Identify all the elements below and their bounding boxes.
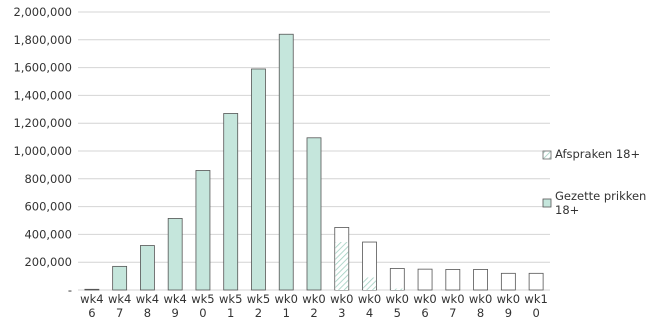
bar-afspraken [473, 269, 488, 291]
x-tick-label: 8 [144, 306, 151, 320]
bar-afspraken [417, 268, 433, 291]
bar-gezette [223, 113, 239, 291]
bar-gezette-hatched [390, 288, 404, 290]
y-tick-label: 1,600,000 [13, 61, 72, 75]
legend-label-afspraken: Afspraken 18+ [555, 147, 640, 161]
x-tick-label: wk4 [80, 292, 103, 306]
x-tick-label: wk0 [275, 292, 298, 306]
bar-afspraken [528, 272, 544, 291]
x-tick-label: 2 [255, 306, 262, 320]
x-axis-ticks: wk46wk47wk48wk49wk50wk51wk52wk01wk02wk03… [80, 292, 548, 320]
bars [84, 33, 544, 291]
x-tick-label: wk0 [413, 292, 436, 306]
y-tick-label: 400,000 [24, 227, 72, 241]
x-tick-label: 3 [338, 306, 345, 320]
y-tick-label: 1,400,000 [13, 88, 72, 102]
x-tick-label: 5 [394, 306, 401, 320]
x-tick-label: wk4 [163, 292, 186, 306]
x-tick-label: 9 [505, 306, 512, 320]
bar-gezette [251, 68, 266, 291]
bar-afspraken [445, 269, 461, 291]
x-tick-label: wk0 [358, 292, 381, 306]
x-tick-label: 6 [421, 306, 428, 320]
bar-afspraken [500, 272, 516, 291]
x-tick-label: wk0 [441, 292, 464, 306]
y-tick-label: 600,000 [24, 200, 72, 214]
bar-gezette [140, 245, 155, 291]
x-tick-label: wk1 [524, 292, 547, 306]
x-tick-label: wk0 [330, 292, 353, 306]
legend-swatch-gezette [542, 198, 552, 208]
x-tick-label: wk5 [191, 292, 214, 306]
x-tick-label: 2 [310, 306, 317, 320]
legend-swatch-afspraken-fill [543, 151, 551, 159]
bar-gezette-hatched [363, 277, 376, 290]
bar-gezette-hatched [335, 242, 349, 290]
legend-label-gezette: Gezette prikken [555, 189, 646, 203]
x-tick-label: 7 [449, 306, 456, 320]
bar-gezette [167, 218, 183, 291]
legend: Afspraken 18+ Gezette prikken 18+ [542, 147, 646, 217]
x-tick-label: 7 [116, 306, 123, 320]
x-tick-label: 0 [199, 306, 206, 320]
x-tick-label: wk5 [219, 292, 242, 306]
y-axis-ticks: 2,000,000 1,800,000 1,600,000 1,400,000 1,20… [13, 5, 72, 297]
x-tick-label: 4 [366, 306, 373, 320]
x-tick-label: 8 [477, 306, 484, 320]
bar-gezette [306, 137, 322, 291]
y-tick-label: 1,000,000 [13, 144, 72, 158]
legend-label-gezette-line2: 18+ [555, 203, 579, 217]
x-tick-label: wk4 [136, 292, 159, 306]
x-tick-label: wk4 [108, 292, 131, 306]
x-tick-label: 9 [172, 306, 179, 320]
x-tick-label: wk0 [497, 292, 520, 306]
bar-gezette [278, 33, 294, 291]
x-tick-label: wk0 [302, 292, 325, 306]
bar-gezette [195, 170, 211, 291]
y-tick-label: 2,000,000 [13, 5, 72, 19]
bar-gezette [84, 288, 100, 291]
x-tick-label: wk0 [386, 292, 409, 306]
bar-afspraken [389, 268, 405, 291]
x-tick-label: wk5 [247, 292, 270, 306]
x-tick-label: 0 [532, 306, 539, 320]
y-tick-label: - [68, 283, 72, 297]
x-tick-label: wk0 [469, 292, 492, 306]
bar-gezette [112, 265, 128, 291]
x-tick-label: 6 [88, 306, 95, 320]
y-tick-label: 1,200,000 [13, 116, 72, 130]
x-tick-label: 1 [227, 306, 234, 320]
y-tick-label: 200,000 [24, 255, 72, 269]
y-tick-label: 1,800,000 [13, 33, 72, 47]
y-tick-label: 800,000 [24, 172, 72, 186]
x-tick-label: 1 [283, 306, 290, 320]
